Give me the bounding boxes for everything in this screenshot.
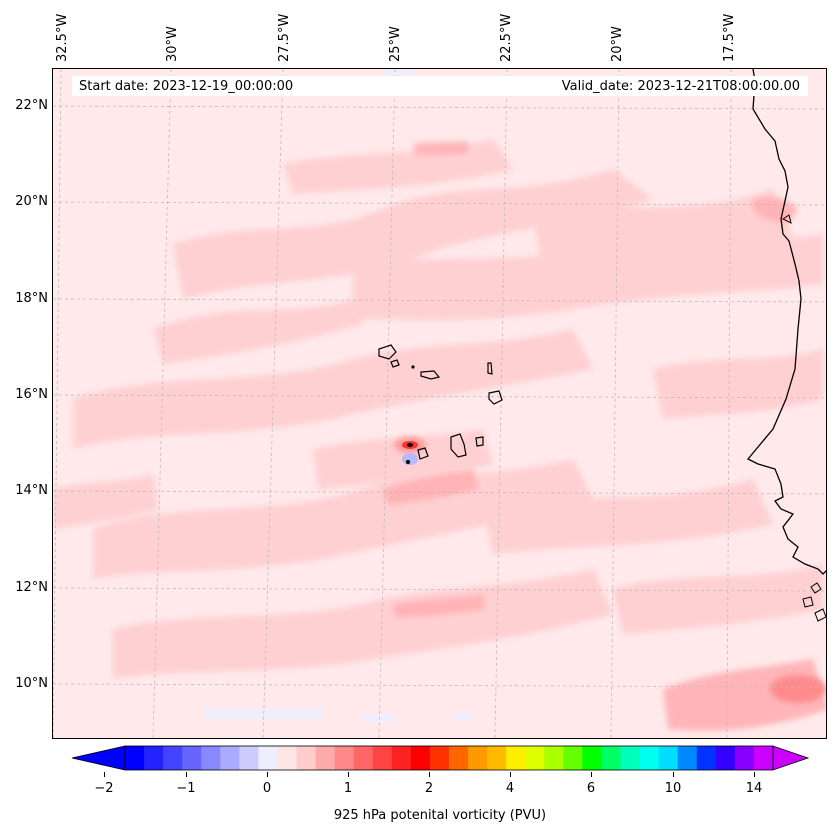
coastal-islands	[782, 214, 826, 622]
colorbar-extend-low	[71, 745, 126, 771]
colorbar-tick-label: 6	[586, 781, 596, 796]
colorbar-tick-label: −1	[176, 781, 196, 796]
colorbar-segment	[201, 746, 221, 770]
colorbar-segment	[753, 746, 774, 770]
start-date-label: Start date: 2023-12-19_00:00:00	[79, 79, 294, 94]
colorbar-segment	[353, 746, 374, 770]
colorbar-tick	[673, 772, 674, 777]
colorbar-tick	[348, 772, 349, 777]
colorbar-tick	[186, 772, 187, 777]
colorbar-segment	[125, 746, 145, 770]
colorbar-tick	[754, 772, 755, 777]
colorbar-extend-high	[772, 745, 810, 771]
colorbar-segment	[277, 746, 298, 770]
colorbar-segment	[639, 746, 660, 770]
colorbar	[71, 745, 810, 771]
colorbar-segment	[410, 746, 431, 770]
colorbar-segment	[658, 746, 679, 770]
colorbar-segment	[734, 746, 755, 770]
longitude-label: 30°W	[165, 26, 180, 62]
colorbar-segment	[449, 746, 469, 770]
colorbar-segment	[525, 746, 545, 770]
pv-maximum	[394, 437, 826, 703]
colorbar-segment	[239, 746, 259, 770]
colorbar-tick	[104, 772, 105, 777]
colorbar-tick	[429, 772, 430, 777]
colorbar-border	[124, 745, 774, 771]
colorbar-tick-label: 1	[343, 781, 353, 796]
colorbar-tick-label: 0	[262, 781, 272, 796]
colorbar-segment	[506, 746, 526, 770]
longitude-label: 27.5°W	[277, 13, 292, 62]
latitude-label: 10°N	[15, 676, 48, 691]
colorbar-segment	[372, 746, 393, 770]
colorbar-segment	[601, 746, 622, 770]
african-coastline	[746, 69, 826, 575]
colorbar-tick-label: 4	[505, 781, 515, 796]
colorbar-segment	[696, 746, 717, 770]
latitude-label: 18°N	[15, 291, 48, 306]
latitude-label: 14°N	[15, 483, 48, 498]
colorbar-tick	[591, 772, 592, 777]
colorbar-segment	[315, 746, 336, 770]
colorbar-segment	[334, 746, 355, 770]
colorbar-tick-label: 2	[424, 781, 434, 796]
pv-negative-areas	[203, 69, 473, 722]
latitude-label: 16°N	[15, 387, 48, 402]
colorbar-segment	[144, 746, 164, 770]
colorbar-segment	[220, 746, 240, 770]
colorbar-segment	[563, 746, 583, 770]
colorbar-segment	[296, 746, 317, 770]
colorbar-tick-label: 10	[664, 781, 682, 796]
date-header-box	[72, 76, 808, 96]
colorbar-segment	[429, 746, 450, 770]
colorbar-tick	[267, 772, 268, 777]
latitude-label: 12°N	[15, 580, 48, 595]
colorbar-segment	[468, 746, 488, 770]
valid-date-label: Valid_date: 2023-12-21T08:00:00.00	[561, 79, 800, 94]
longitude-label: 17.5°W	[722, 13, 737, 62]
latitude-label: 20°N	[15, 194, 48, 209]
colorbar-segment	[487, 746, 507, 770]
colorbar-title: 925 hPa potenital vorticity (PVU)	[333, 808, 547, 823]
graticule	[53, 69, 826, 738]
colorbar-segment	[582, 746, 602, 770]
colorbar-tick-label: −2	[94, 781, 114, 796]
colorbar-tick-label: 14	[745, 781, 763, 796]
longitude-label: 32.5°W	[55, 13, 70, 62]
map-panel	[52, 68, 827, 739]
colorbar-segment	[544, 746, 564, 770]
colorbar-segment	[391, 746, 412, 770]
colorbar-segment	[677, 746, 698, 770]
latitude-label: 22°N	[15, 98, 48, 113]
longitude-label: 22.5°W	[499, 13, 514, 62]
longitude-label: 25°W	[388, 26, 403, 62]
colorbar-segment	[715, 746, 736, 770]
colorbar-segment	[620, 746, 641, 770]
cape-verde-islands	[378, 344, 503, 465]
map-canvas	[53, 69, 826, 738]
longitude-label: 20°W	[610, 26, 625, 62]
colorbar-segment	[258, 746, 278, 770]
colorbar-segment	[182, 746, 202, 770]
colorbar-segment	[163, 746, 183, 770]
colorbar-tick	[510, 772, 511, 777]
